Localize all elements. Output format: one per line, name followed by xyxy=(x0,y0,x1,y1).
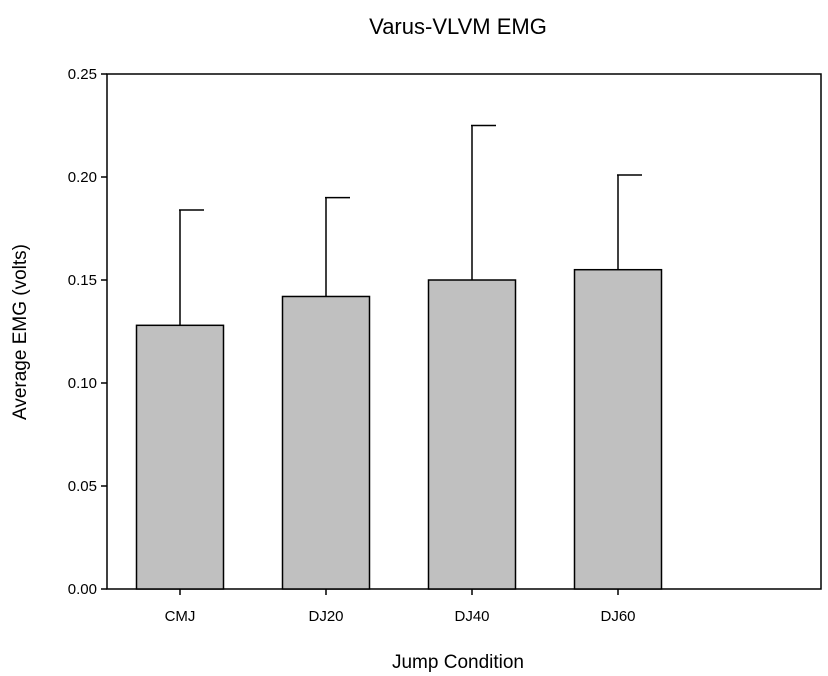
x-tick-label-dj60: DJ60 xyxy=(600,608,635,625)
bar-cmj xyxy=(135,324,225,590)
bar-dj20 xyxy=(281,295,371,590)
x-tick-label-dj40: DJ40 xyxy=(454,608,489,625)
chart-title: Varus-VLVM EMG xyxy=(369,14,547,39)
y-tick-label: 0.20 xyxy=(68,169,97,186)
y-tick-label: 0.05 xyxy=(68,478,97,495)
x-tick-label-dj20: DJ20 xyxy=(308,608,343,625)
y-tick-label: 0.00 xyxy=(68,581,97,598)
x-tick-label-cmj: CMJ xyxy=(165,608,196,625)
y-axis-label: Average EMG (volts) xyxy=(10,244,31,420)
x-axis-tick-labels: CMJ DJ20 DJ40 DJ60 xyxy=(165,589,636,625)
y-tick-label: 0.25 xyxy=(68,66,97,83)
bar-dj40 xyxy=(427,279,517,590)
y-tick-label: 0.10 xyxy=(68,375,97,392)
bar-dj60 xyxy=(573,268,663,590)
y-tick-label: 0.15 xyxy=(68,272,97,289)
bars xyxy=(135,124,663,590)
y-axis-ticks: 0.00 0.05 0.10 0.15 0.20 0.25 xyxy=(68,66,107,598)
x-axis-label: Jump Condition xyxy=(392,652,524,673)
